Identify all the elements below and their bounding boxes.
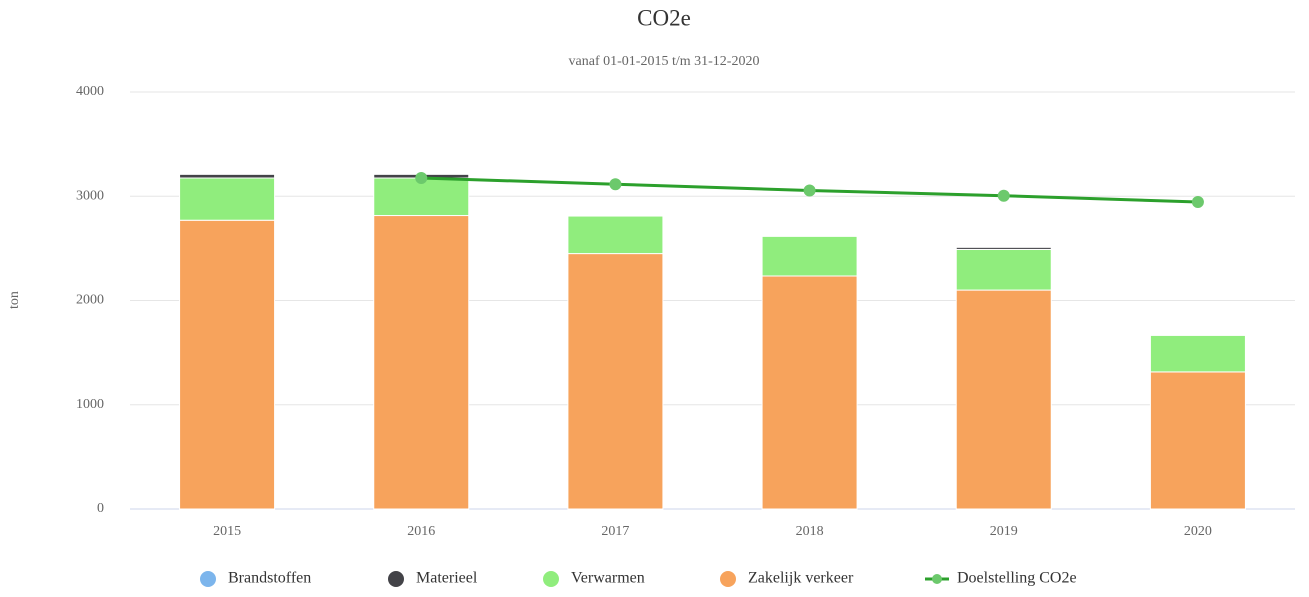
bar-segment [179,177,276,221]
bar-segment [955,289,1052,510]
legend-label: Materieel [416,570,478,587]
y-tick-label: 1000 [76,397,104,412]
chart-title: CO2e [637,5,691,30]
x-tick-label: 2015 [213,524,241,539]
y-tick-label: 3000 [76,188,104,203]
bar-segment [567,215,664,255]
target-marker [609,178,622,191]
target-marker [1191,195,1204,208]
bar-segment [567,253,664,510]
bar-segment [373,215,470,510]
bar-segment [761,275,858,510]
target-marker [997,189,1010,202]
legend-symbol [932,574,942,584]
y-tick-label: 0 [97,501,104,516]
legend-label: Verwarmen [571,570,645,587]
bar-segment [1149,334,1246,373]
legend-symbol [388,571,404,587]
y-axis-label: ton [7,291,22,309]
bar-segment [179,173,276,179]
legend-symbol [720,571,736,587]
bar-segment [955,248,1052,291]
legend-label: Zakelijk verkeer [748,570,854,587]
target-marker [415,172,428,185]
x-tick-label: 2020 [1184,524,1212,539]
legend-label: Doelstelling CO2e [957,570,1077,587]
legend-symbol [200,571,216,587]
bar-segment [179,219,276,510]
bar-segment [1149,371,1246,510]
y-tick-label: 2000 [76,293,104,308]
bar-segment [373,177,470,217]
chart-subtitle: vanaf 01-01-2015 t/m 31-12-2020 [569,54,760,69]
x-tick-label: 2019 [990,524,1018,539]
legend-label: Brandstoffen [228,570,311,587]
x-tick-label: 2016 [407,524,435,539]
bar-segment [761,235,858,277]
target-marker [803,184,816,197]
x-tick-label: 2018 [796,524,824,539]
bar-segment [955,246,1052,250]
x-tick-label: 2017 [601,524,629,539]
y-tick-label: 4000 [76,84,104,99]
legend-symbol [543,571,559,587]
